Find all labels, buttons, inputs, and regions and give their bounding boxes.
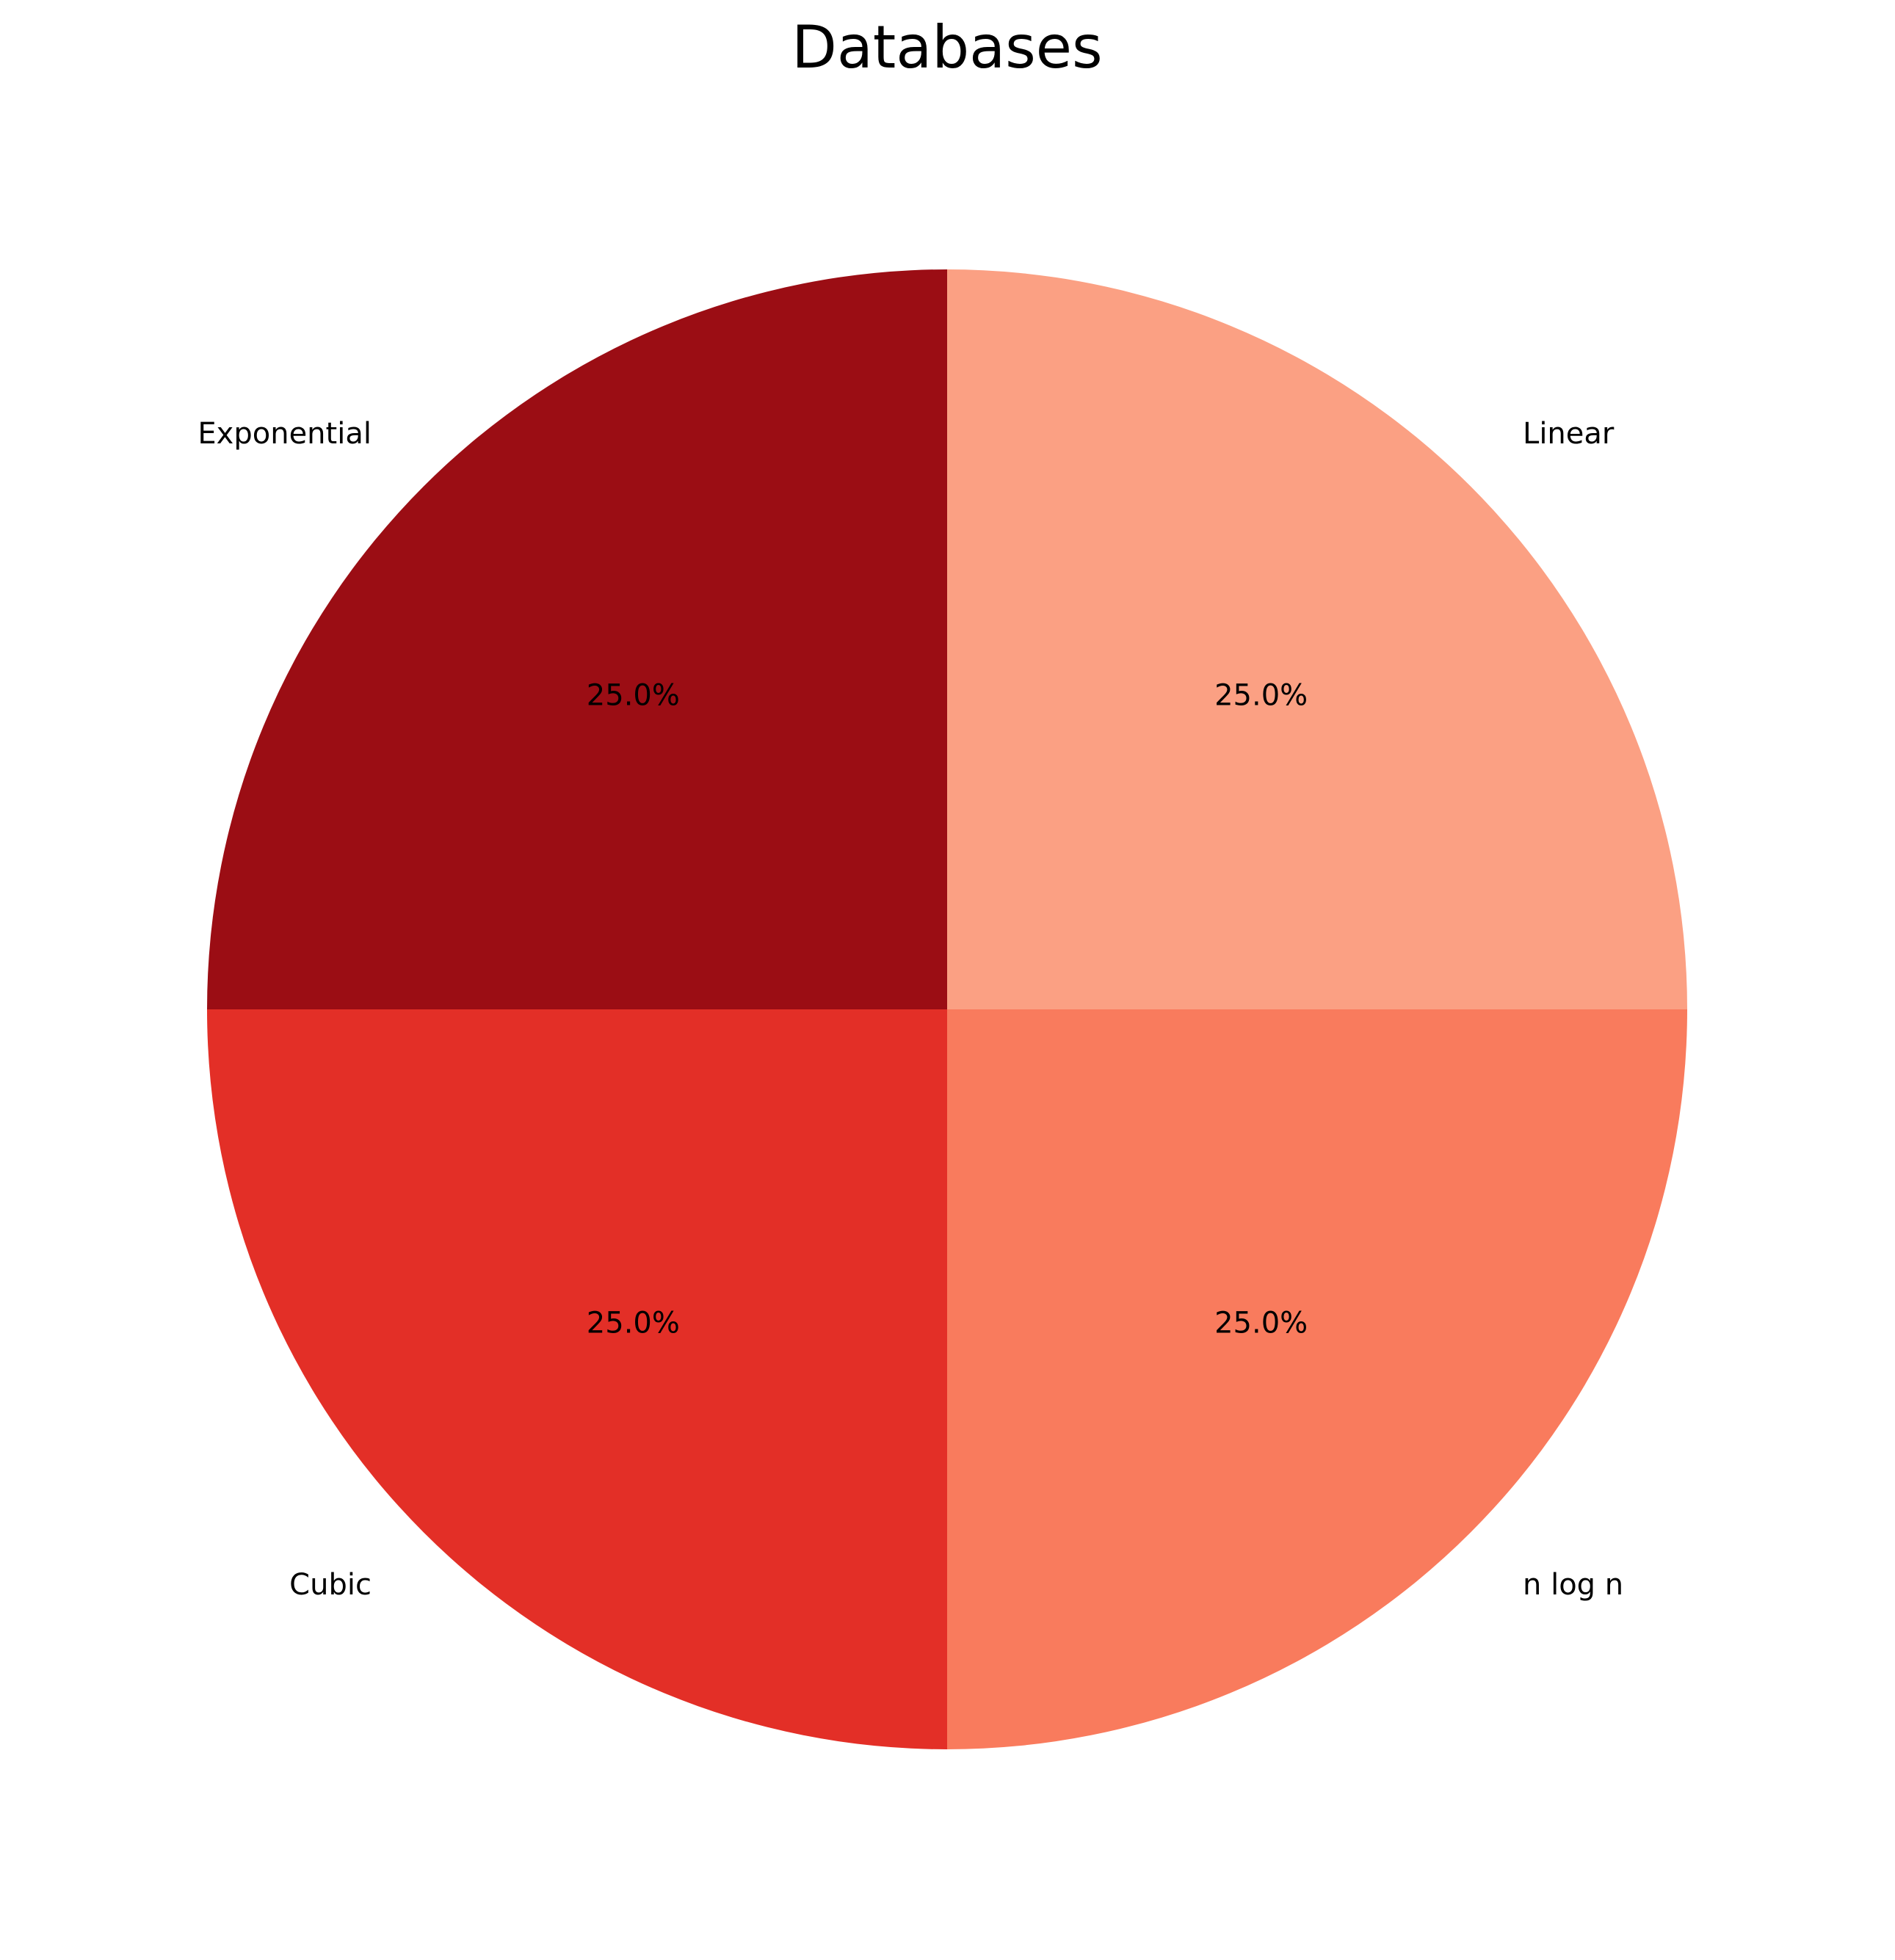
- slice-label-cubic: Cubic: [289, 1568, 372, 1602]
- percent-label-cubic: 25.0%: [587, 1307, 680, 1340]
- percent-label-exponential: 25.0%: [587, 678, 680, 712]
- pie-slice-linear: [947, 269, 1687, 1009]
- chart-title: Databases: [791, 13, 1102, 81]
- pie-slice-exponential: [207, 269, 947, 1009]
- pie-labels: Linear 25.0% Exponential 25.0% Cubic 25.0% n l…: [198, 417, 1623, 1602]
- pie-slice-cubic: [207, 1009, 947, 1749]
- slice-label-n-log-n: n log n: [1523, 1568, 1623, 1602]
- percent-label-n-log-n: 25.0%: [1214, 1307, 1308, 1340]
- pie-slices: [207, 269, 1687, 1749]
- percent-label-linear: 25.0%: [1214, 678, 1308, 712]
- slice-label-linear: Linear: [1523, 417, 1615, 451]
- pie-slice-n-log-n: [947, 1009, 1687, 1749]
- slice-label-exponential: Exponential: [198, 417, 372, 451]
